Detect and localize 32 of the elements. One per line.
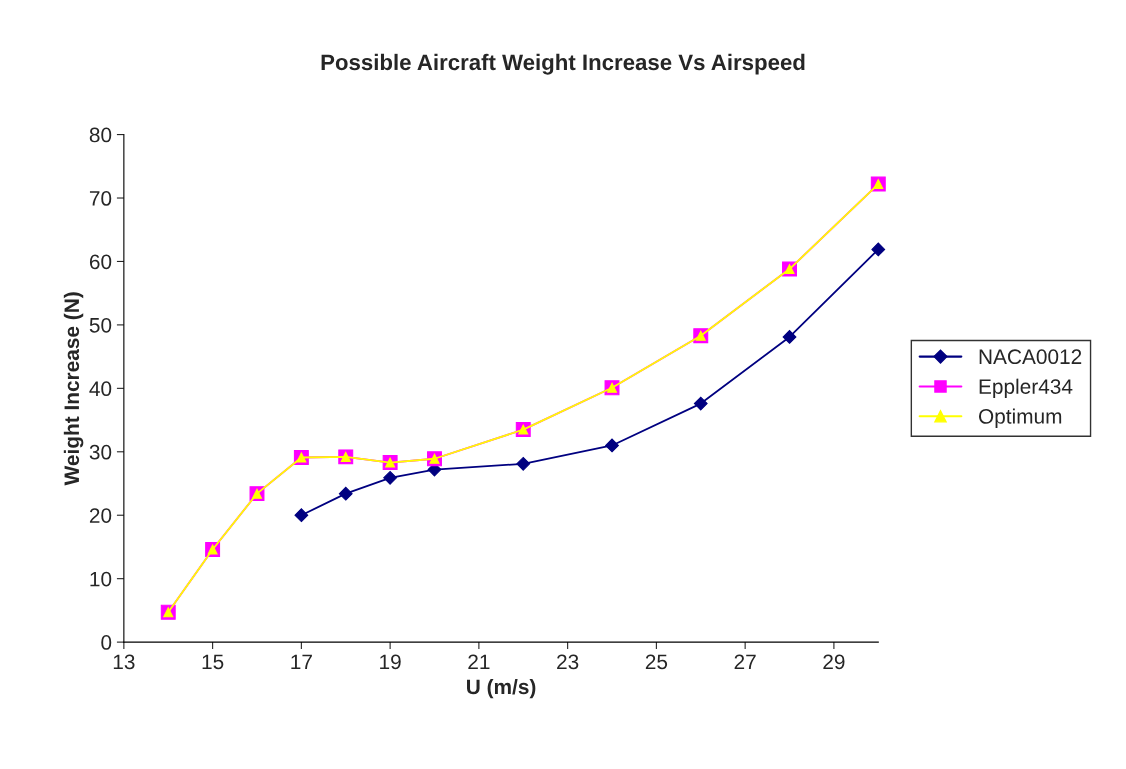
y-tick-label: 20 bbox=[89, 508, 112, 523]
x-tick-label: 15 bbox=[202, 654, 224, 670]
y-tick-label: 40 bbox=[89, 381, 112, 397]
point bbox=[605, 438, 619, 453]
y-tick-label: 70 bbox=[89, 191, 112, 206]
y-tick-label: 60 bbox=[89, 254, 112, 270]
x-tick-label: 17 bbox=[291, 654, 312, 670]
point bbox=[383, 470, 398, 485]
x-tick-label: 25 bbox=[645, 654, 668, 670]
point bbox=[516, 456, 531, 471]
y-tick-label: 0 bbox=[101, 635, 112, 650]
x-tick-label: 29 bbox=[823, 654, 845, 670]
point bbox=[871, 242, 886, 257]
x-axis-title: U (m/s) bbox=[467, 678, 536, 699]
y-tick-label: 50 bbox=[89, 317, 112, 333]
x-tick-label: 23 bbox=[557, 654, 579, 670]
point bbox=[338, 486, 353, 501]
chart-title: Possible Aircraft Weight Increase Vs Airspeed bbox=[321, 53, 805, 75]
point bbox=[782, 330, 797, 344]
x-tick-label: 13 bbox=[113, 654, 135, 670]
y-axis-title: Weight Increase (N) bbox=[63, 292, 84, 486]
legend-label: Eppler434 bbox=[979, 378, 1073, 399]
y-tick-label: 80 bbox=[89, 127, 112, 143]
x-tick-label: 19 bbox=[380, 654, 401, 670]
point bbox=[294, 508, 309, 523]
y-tick-label: 10 bbox=[90, 571, 112, 587]
y-tick-label: 30 bbox=[89, 444, 112, 460]
x-tick-label: 27 bbox=[734, 654, 756, 670]
x-tick-label: 21 bbox=[468, 654, 490, 670]
legend-label: NACA0012 bbox=[979, 349, 1082, 365]
point bbox=[693, 396, 708, 411]
legend-label: Optimum bbox=[978, 408, 1062, 428]
